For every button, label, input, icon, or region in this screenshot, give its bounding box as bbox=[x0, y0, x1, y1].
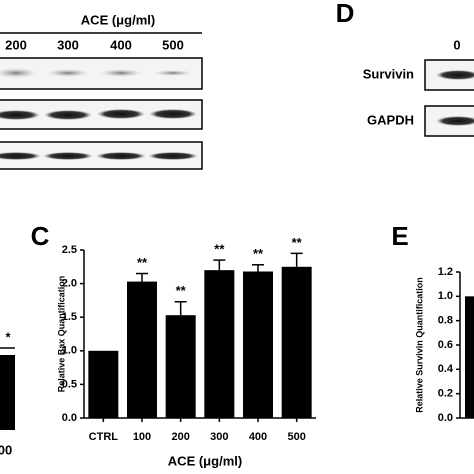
x-tick-label: 500 bbox=[287, 431, 305, 443]
significance: ** bbox=[137, 255, 148, 270]
blot bbox=[424, 59, 474, 137]
x-tick-label: 200 bbox=[171, 431, 189, 443]
lane-label: 400 bbox=[110, 37, 132, 52]
y-tick-label: 0.5 bbox=[62, 378, 77, 390]
x-tick-label: 400 bbox=[249, 431, 267, 443]
panel-letter: D bbox=[336, 0, 355, 28]
bar bbox=[204, 270, 235, 418]
lane-label: 0 bbox=[453, 37, 460, 52]
bar bbox=[88, 350, 119, 418]
row-label: GAPDH bbox=[367, 112, 414, 127]
lane-label: 200 bbox=[5, 37, 27, 52]
y-tick-label: 1.5 bbox=[62, 311, 77, 323]
bar bbox=[281, 266, 312, 418]
fragment-bar bbox=[0, 355, 15, 430]
bar bbox=[465, 296, 474, 418]
x-tick-label: 300 bbox=[210, 431, 228, 443]
lane-label: 500 bbox=[162, 37, 184, 52]
y-tick-label: 0.6 bbox=[438, 339, 453, 351]
significance: ** bbox=[176, 283, 187, 298]
bar bbox=[243, 271, 273, 418]
blot bbox=[0, 57, 203, 170]
panel-letter: E bbox=[391, 221, 408, 251]
y-axis-label: Relative Survivin Quantification bbox=[414, 277, 424, 413]
y-tick-label: 1.0 bbox=[62, 345, 77, 357]
y-tick-label: 2.0 bbox=[62, 278, 77, 290]
y-tick-label: 1.0 bbox=[438, 290, 453, 302]
y-tick-label: 0.4 bbox=[438, 363, 454, 375]
significance: * bbox=[5, 329, 11, 344]
y-tick-label: 0.2 bbox=[438, 388, 453, 400]
significance: ** bbox=[253, 246, 264, 261]
y-axis-label: Relative Bax Quantification bbox=[56, 276, 66, 393]
y-tick-label: 0.8 bbox=[438, 315, 453, 327]
significance: ** bbox=[214, 242, 225, 257]
y-tick-label: 2.5 bbox=[62, 244, 77, 256]
y-tick-label: 1.2 bbox=[438, 266, 453, 278]
panel-letter: C bbox=[31, 221, 50, 251]
row-label: Survivin bbox=[363, 66, 414, 81]
y-tick-label: 0.0 bbox=[438, 412, 453, 424]
tick-label: 00 bbox=[0, 442, 12, 457]
x-tick-label: 100 bbox=[133, 431, 151, 443]
bar bbox=[127, 281, 157, 418]
x-tick-label: CTRL bbox=[89, 431, 119, 443]
x-axis-label: ACE (μg/ml) bbox=[168, 453, 242, 468]
bar bbox=[165, 315, 196, 418]
lane-label: 300 bbox=[57, 37, 79, 52]
blot-title: ACE (μg/ml) bbox=[81, 12, 155, 27]
y-tick-label: 0.0 bbox=[62, 412, 77, 424]
significance: ** bbox=[292, 235, 303, 250]
